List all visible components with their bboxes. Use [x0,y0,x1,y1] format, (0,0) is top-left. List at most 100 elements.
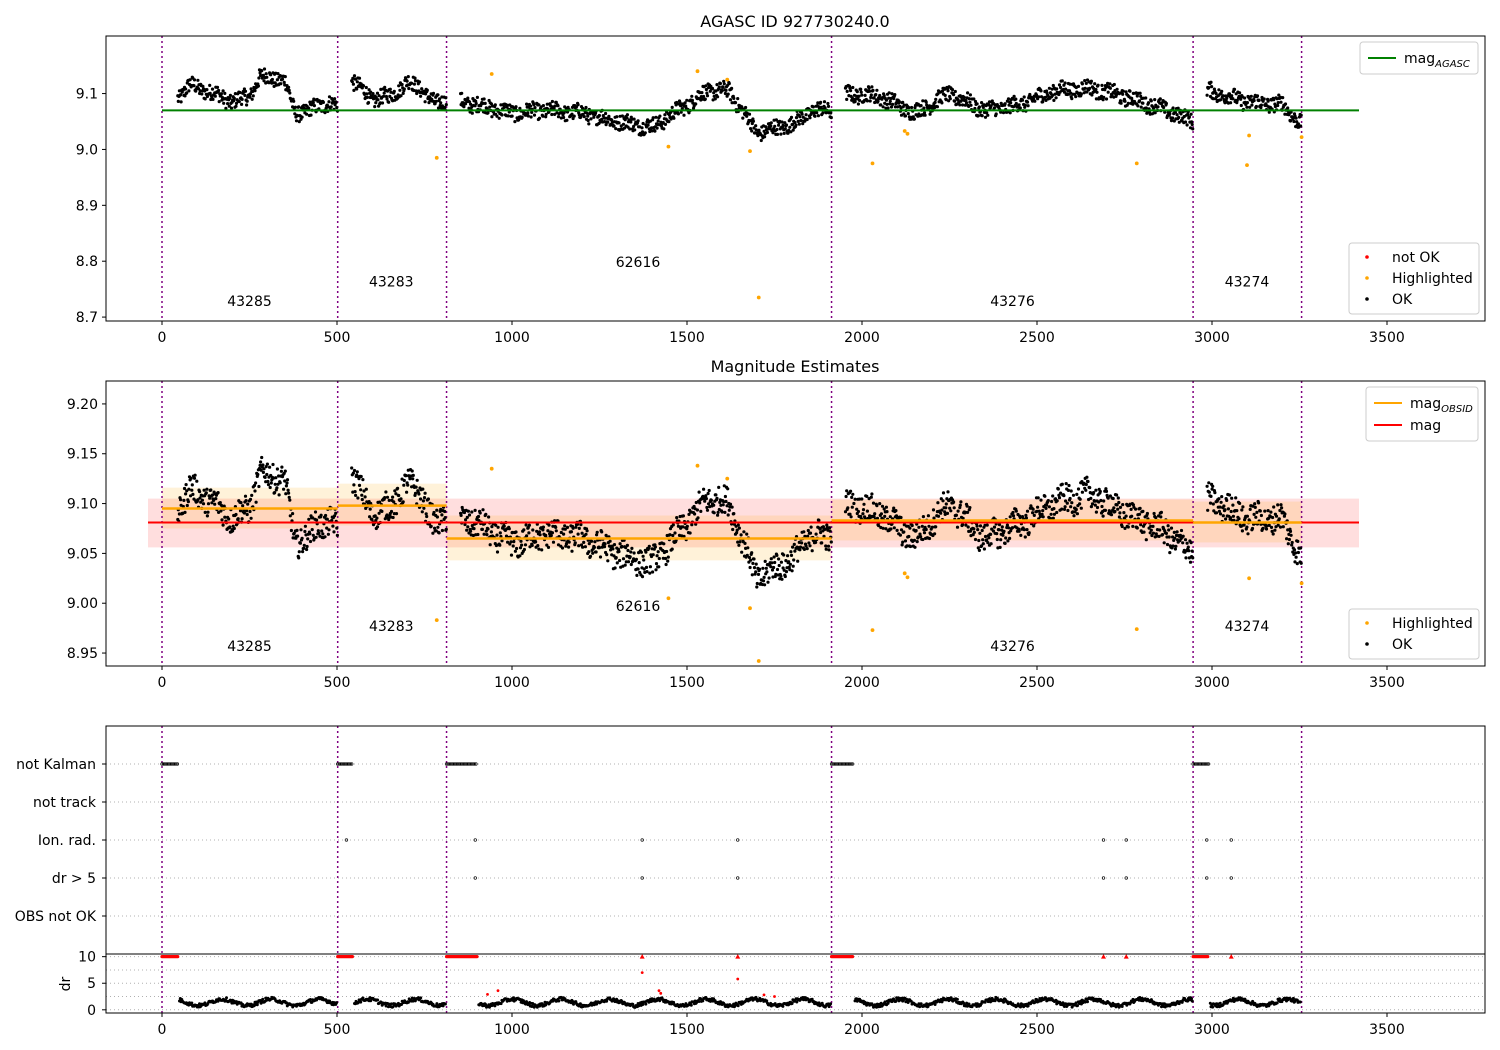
agasc-ok-point [969,103,973,107]
estimates-ok-point [651,570,655,574]
estimates-ok-point [782,553,786,557]
estimates-ok-point [802,530,806,534]
estimates-ok-point [1031,507,1035,511]
estimates-obsid-label: 43274 [1225,619,1270,635]
agasc-ok-point [406,75,410,79]
estimates-ok-point [1134,507,1138,511]
agasc-ok-point [927,106,931,110]
estimates-ok-point [253,489,257,493]
dr-ok-point [578,1002,582,1006]
agasc-ok-point [240,97,244,101]
estimates-ok-point [737,543,741,547]
estimates-ok-point [1169,526,1174,530]
flag-point [640,838,644,842]
estimates-ok-point [357,483,362,487]
estimates-ok-point [843,510,848,514]
agasc-ok-point [1089,79,1093,83]
agasc-ok-point [392,89,396,93]
estimates-ok-point [522,528,526,532]
estimates-ok-point [1090,502,1095,506]
estimates-ok-point [383,496,387,500]
agasc-ok-point [891,102,895,106]
agasc-legend-marker [1365,276,1369,280]
estimates-ok-point [1067,483,1071,488]
agasc-ok-point [628,127,632,131]
estimates-ok-point [285,481,289,485]
panel-agasc: AGASC ID 927730240.0 4328543283626164327… [76,12,1486,346]
estimates-ok-point [751,561,755,566]
agasc-ok-point [783,127,787,131]
estimates-ok-point [758,567,762,571]
agasc-ok-point [950,88,955,92]
estimates-ok-point [1064,482,1068,486]
agasc-ok-point [1230,94,1234,98]
dr-ok-point [369,999,373,1003]
agasc-ok-point [922,111,927,115]
estimates-ok-point [1025,509,1030,513]
agasc-ok-point [667,120,671,124]
estimates-ok-point [1014,509,1018,513]
estimates-ok-point [943,510,947,514]
estimates-ok-point [613,566,617,570]
estimates-ok-point [1073,510,1077,514]
agasc-ok-point [698,91,702,95]
agasc-ok-point [1267,110,1271,114]
estimates-ok-point [1227,493,1232,497]
estimates-ok-point [821,525,826,529]
estimates-ok-point [888,515,892,519]
agasc-y-tick-label: 8.7 [76,310,98,326]
estimates-ok-point [632,551,636,555]
estimates-ok-point [470,510,474,514]
estimates-ok-point [1162,541,1166,545]
estimates-ok-point [1191,556,1195,560]
agasc-ok-point [928,112,932,116]
agasc-ok-point [1047,86,1051,90]
estimates-ok-point [817,518,821,522]
estimates-ok-point [240,517,244,521]
estimates-ok-point [825,525,829,530]
estimates-ok-point [716,513,720,517]
estimates-ok-point [506,540,510,544]
estimates-ok-point [861,512,865,516]
agasc-ok-point [229,106,234,110]
estimates-ok-point [301,550,305,554]
agasc-ok-point [752,126,756,130]
agasc-ok-point [184,87,188,91]
estimates-ok-point [284,492,288,496]
estimates-ok-point [761,566,765,570]
estimates-highlighted-point [725,476,730,481]
estimates-ok-point [1095,505,1100,510]
agasc-ok-point [506,114,510,118]
estimates-ok-point [554,529,558,533]
agasc-ok-point [423,100,427,104]
estimates-ok-point [806,528,810,533]
estimates-ok-point [908,544,913,549]
estimates-ok-point [527,531,531,535]
agasc-ok-point [1272,98,1276,102]
agasc-ok-point [208,91,212,95]
estimates-ok-point [387,517,391,522]
estimates-ok-point [480,527,484,532]
estimates-ok-point [882,507,886,511]
estimates-ok-point [317,531,321,535]
dr-not-ok-point [486,992,489,996]
dr-not-ok-marker [735,954,741,959]
estimates-ok-point [989,542,993,546]
estimates-ok-point [1174,544,1178,548]
agasc-ok-point [1135,94,1139,98]
agasc-ok-point [736,97,740,101]
agasc-ok-point [431,91,436,95]
estimates-ok-point [898,533,903,537]
estimates-ok-point [1093,503,1097,507]
agasc-ok-point [251,94,255,98]
estimates-obsid-label: 43283 [369,619,414,635]
agasc-ok-point [227,104,231,108]
estimates-ok-point [1040,512,1044,516]
agasc-ok-point [921,99,925,103]
dr-ok-point [203,1001,207,1005]
estimates-ok-point [780,577,784,581]
estimates-ok-point [374,518,378,523]
estimates-ok-point [214,497,218,501]
estimates-ok-point [648,565,653,569]
agasc-ok-point [826,104,831,108]
